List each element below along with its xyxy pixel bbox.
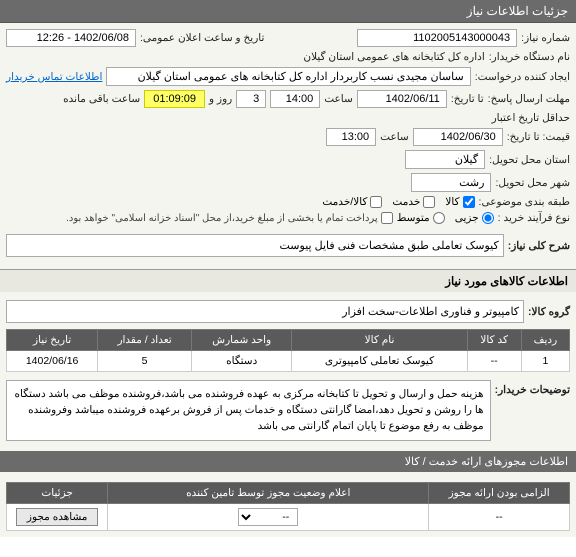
city-field: رشت: [411, 173, 491, 192]
cat-goods-label: کالا: [445, 196, 459, 208]
lcell-1: --: [429, 504, 570, 531]
form-area: شماره نیاز: 1102005143000043 تاریخ و ساع…: [0, 23, 576, 269]
license-row: -- -- مشاهده مجوز: [7, 504, 570, 531]
buyer-org-value: اداره کل کتابخانه های عمومی استان گیلان: [303, 51, 484, 63]
category-group: کالا خدمت کالا/خدمت: [322, 196, 474, 208]
proc-low-item[interactable]: جزیی: [455, 212, 494, 224]
cell-date: 1402/06/16: [7, 351, 98, 372]
cell-idx: 1: [521, 351, 569, 372]
until-date-label: تا تاریخ:: [451, 93, 484, 105]
contact-link[interactable]: اطلاعات تماس خریدار: [6, 71, 102, 83]
province-field: گیلان: [405, 150, 485, 169]
goods-table: ردیف کد کالا نام کالا واحد شمارش تعداد /…: [6, 329, 570, 372]
page-header: جزئیات اطلاعات نیاز: [0, 0, 576, 23]
payment-note-text: پرداخت تمام یا بخشی از مبلغ خرید،از محل …: [66, 213, 378, 224]
cell-unit: دستگاه: [191, 351, 292, 372]
lth-1: الزامی بودن ارائه مجوز: [429, 483, 570, 504]
days-remaining-field: 3: [236, 90, 266, 108]
th-date: تاریخ نیاز: [7, 330, 98, 351]
th-qty: تعداد / مقدار: [98, 330, 192, 351]
process-label: نوع فرآیند خرید :: [498, 212, 570, 224]
need-desc-box: کیوسک تعاملی طبق مشخصات فنی فایل پیوست: [6, 234, 504, 257]
header-title: جزئیات اطلاعات نیاز: [467, 4, 568, 18]
buyer-org-label: نام دستگاه خریدار:: [489, 51, 570, 63]
min-validity-label: حداقل تاریخ اعتبار: [492, 112, 570, 124]
requester-label: ایجاد کننده درخواست:: [475, 71, 570, 83]
cat-goods-checkbox[interactable]: [463, 196, 475, 208]
proc-mid-label: متوسط: [397, 212, 430, 224]
goods-section-title: اطلاعات کالاهای مورد نیاز: [0, 269, 576, 292]
until-label: قیمت: تا تاریخ:: [507, 131, 570, 143]
payment-note-item[interactable]: پرداخت تمام یا بخشی از مبلغ خرید،از محل …: [66, 212, 393, 224]
buyer-notes-label: توضیحات خریدار:: [495, 380, 570, 396]
reply-date-field: 1402/06/11: [357, 90, 447, 108]
lth-2: اعلام وضعیت مجوز توسط تامین کننده: [108, 483, 429, 504]
license-area: الزامی بودن ارائه مجوز اعلام وضعیت مجوز …: [0, 472, 576, 537]
proc-low-label: جزیی: [455, 212, 479, 224]
goods-table-header-row: ردیف کد کالا نام کالا واحد شمارش تعداد /…: [7, 330, 570, 351]
process-group: جزیی متوسط: [397, 212, 494, 224]
license-section-title: اطلاعات مجوزهای ارائه خدمت / کالا: [0, 451, 576, 472]
need-desc-label: شرح کلی نیاز:: [508, 240, 570, 252]
requester-field: ساسان مجیدی نسب کاربردار اداره کل کتابخا…: [106, 67, 470, 86]
proc-mid-item[interactable]: متوسط: [397, 212, 445, 224]
table-row: 1 -- کیوسک تعاملی کامپیوتری دستگاه 5 140…: [7, 351, 570, 372]
th-code: کد کالا: [467, 330, 521, 351]
cell-qty: 5: [98, 351, 192, 372]
need-no-label: شماره نیاز:: [521, 32, 570, 44]
need-no-field: 1102005143000043: [357, 29, 517, 47]
cat-both-checkbox[interactable]: [370, 196, 382, 208]
goods-group-field: کامپیوتر و فناوری اطلاعات-سخت افزار: [6, 300, 524, 323]
validity-time-field: 13:00: [326, 128, 376, 146]
license-table: الزامی بودن ارائه مجوز اعلام وضعیت مجوز …: [6, 482, 570, 531]
th-unit: واحد شمارش: [191, 330, 292, 351]
cat-both-label: کالا/خدمت: [322, 196, 367, 208]
license-header-row: الزامی بودن ارائه مجوز اعلام وضعیت مجوز …: [7, 483, 570, 504]
goods-group-label: گروه کالا:: [528, 306, 570, 318]
validity-date-field: 1402/06/30: [413, 128, 503, 146]
buyer-notes-box: هزینه حمل و ارسال و تحویل تا کتابخانه مر…: [6, 380, 491, 441]
cat-service-item[interactable]: خدمت: [392, 196, 435, 208]
payment-note-checkbox[interactable]: [381, 212, 393, 224]
time-label-2: ساعت: [380, 131, 409, 143]
day-label: روز و: [209, 93, 232, 105]
category-label: طبقه بندی موضوعی:: [479, 196, 570, 208]
lth-3: جزئیات: [7, 483, 108, 504]
lcell-3: مشاهده مجوز: [7, 504, 108, 531]
cat-service-label: خدمت: [392, 196, 420, 208]
proc-low-radio[interactable]: [482, 212, 494, 224]
view-license-button[interactable]: مشاهده مجوز: [16, 508, 99, 526]
cat-service-checkbox[interactable]: [423, 196, 435, 208]
announce-field: 1402/06/08 - 12:26: [6, 29, 136, 47]
th-row: ردیف: [521, 330, 569, 351]
reply-deadline-label: مهلت ارسال پاسخ:: [488, 93, 570, 105]
city-label: شهر محل تحویل:: [495, 177, 570, 189]
announce-label: تاریخ و ساعت اعلان عمومی:: [140, 32, 264, 44]
province-label: استان محل تحویل:: [489, 154, 570, 166]
th-name: نام کالا: [292, 330, 467, 351]
reply-time-field: 14:00: [270, 90, 320, 108]
cell-code: --: [467, 351, 521, 372]
cell-name: کیوسک تعاملی کامپیوتری: [292, 351, 467, 372]
remaining-label: ساعت باقی مانده: [63, 93, 140, 105]
lcell-2: --: [108, 504, 429, 531]
goods-area: گروه کالا: کامپیوتر و فناوری اطلاعات-سخت…: [0, 292, 576, 451]
cat-goods-item[interactable]: کالا: [445, 196, 474, 208]
time-label-1: ساعت: [324, 93, 353, 105]
countdown-timer: 01:09:09: [144, 90, 205, 108]
license-status-select[interactable]: --: [238, 508, 298, 526]
cat-both-item[interactable]: کالا/خدمت: [322, 196, 382, 208]
proc-mid-radio[interactable]: [433, 212, 445, 224]
